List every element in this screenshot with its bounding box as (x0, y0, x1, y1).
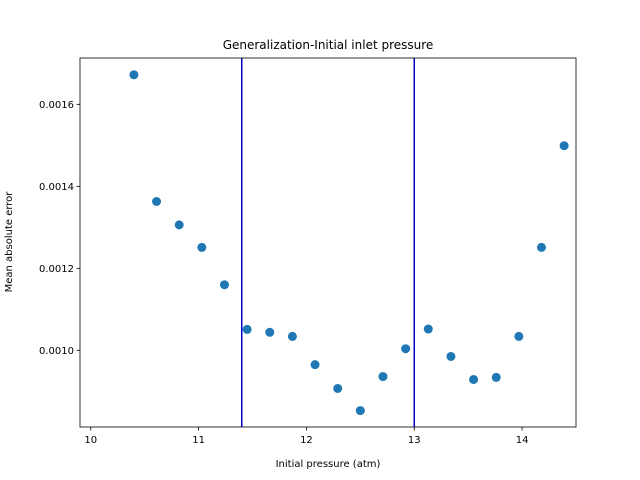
data-point-0-7 (287, 331, 297, 341)
data-point-0-15 (469, 374, 479, 384)
data-point-0-4 (219, 280, 229, 290)
data-point-0-16 (491, 372, 501, 382)
data-point-0-10 (355, 406, 365, 416)
x-tick-label-1: 11 (192, 435, 205, 446)
x-tick-label-4: 14 (516, 435, 529, 446)
x-tick-label-0: 10 (84, 435, 97, 446)
data-point-0-8 (310, 360, 320, 370)
plot-area: 10 11 12 13 14 0.0010 0.0012 0.0014 0.0016 (39, 58, 569, 446)
data-point-0-9 (333, 383, 343, 393)
data-point-0-18 (536, 242, 546, 252)
x-axis-title: Initial pressure (atm) (276, 459, 381, 470)
data-point-0-1 (152, 197, 162, 206)
data-point-0-5 (242, 324, 252, 334)
data-point-0-0 (129, 70, 139, 80)
data-point-0-3 (197, 242, 207, 252)
data-point-0-13 (423, 324, 433, 334)
x-tick-label-2: 12 (300, 435, 313, 446)
data-point-0-11 (378, 372, 388, 382)
data-point-0-12 (401, 344, 411, 354)
data-point-0-19 (559, 141, 569, 151)
y-tick-label-2: 0.0014 (39, 182, 74, 193)
data-point-0-14 (446, 351, 456, 361)
data-point-0-17 (514, 331, 524, 341)
x-tick-label-3: 13 (408, 435, 421, 446)
plot-frame (79, 57, 577, 428)
y-tick-label-1: 0.0012 (39, 264, 74, 275)
y-tick-label-0: 0.0010 (39, 346, 74, 357)
chart-title: Generalization-Initial inlet pressure (223, 38, 434, 52)
data-point-0-2 (174, 220, 184, 230)
y-tick-label-3: 0.0016 (39, 100, 74, 111)
data-point-0-6 (265, 327, 275, 337)
y-axis-title: Mean absolute error (4, 191, 15, 293)
